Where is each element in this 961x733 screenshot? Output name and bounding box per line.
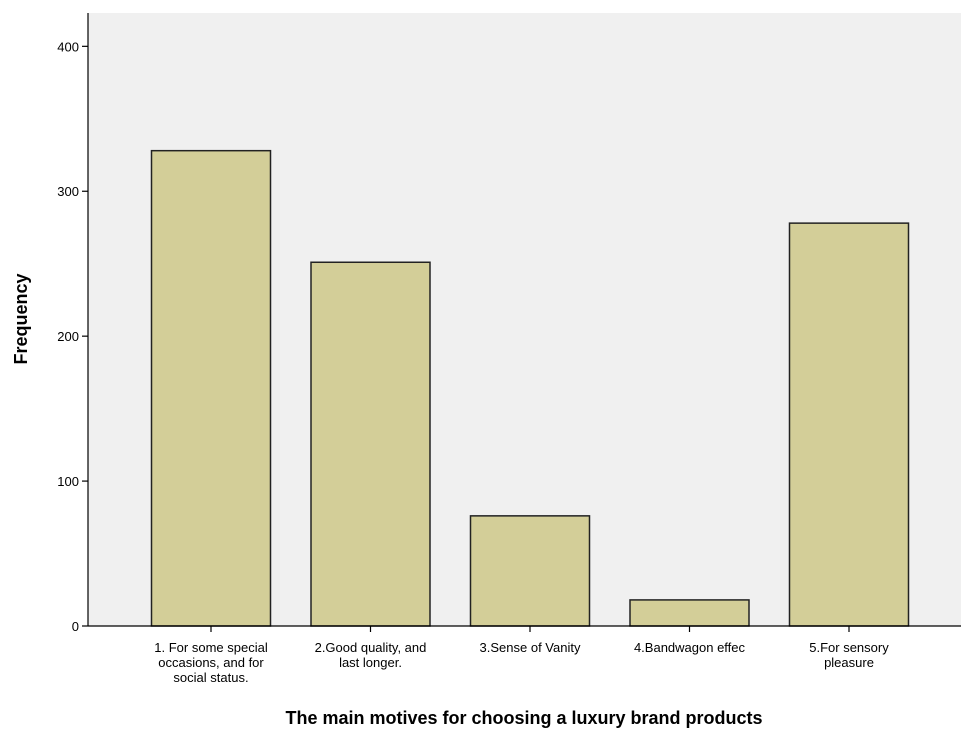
y-tick-label: 0 (72, 619, 79, 634)
bars-group (150, 149, 910, 627)
x-tick-label: last longer. (339, 655, 402, 670)
y-axis-ticks: 0 100 200 300 400 (57, 39, 88, 634)
x-tick-label: 5.For sensory (809, 640, 889, 655)
y-tick-label: 400 (57, 39, 79, 54)
x-tick-label: 3.Sense of Vanity (480, 640, 581, 655)
x-tick-label: 1. For some special (154, 640, 268, 655)
bar (310, 261, 431, 627)
x-tick-label: 4.Bandwagon effec (634, 640, 746, 655)
x-tick-label: pleasure (824, 655, 874, 670)
y-tick-label: 300 (57, 184, 79, 199)
bar (469, 515, 591, 627)
x-tick-label: occasions, and for (158, 655, 264, 670)
y-tick-label: 100 (57, 474, 79, 489)
x-tick-label: social status. (173, 670, 248, 685)
bar (629, 599, 750, 627)
x-tick-label: 2.Good quality, and (315, 640, 427, 655)
y-tick-label: 200 (57, 329, 79, 344)
bar (150, 149, 272, 627)
x-axis-title: The main motives for choosing a luxury b… (285, 708, 762, 728)
bar (788, 222, 910, 627)
y-axis-title: Frequency (11, 273, 31, 364)
